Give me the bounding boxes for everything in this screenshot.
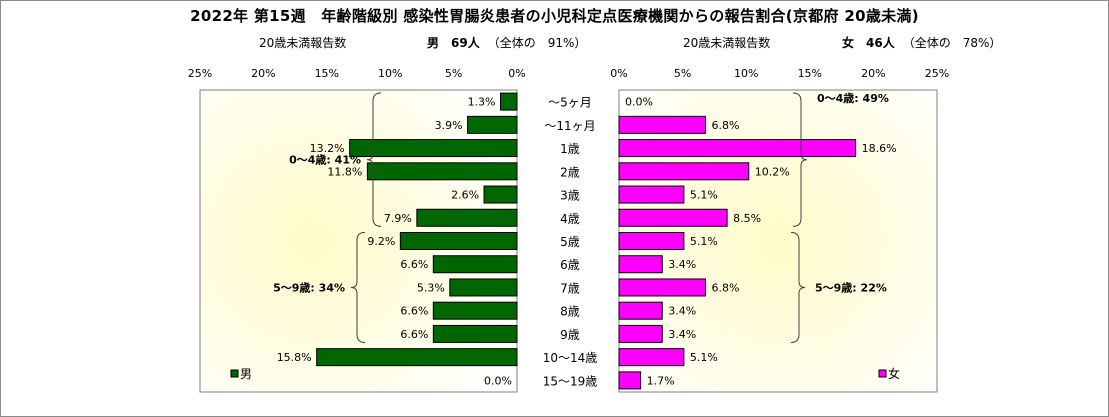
female-legend-label: 女 (888, 366, 900, 381)
age-category-label: 2歳 (560, 165, 580, 179)
right-axis-tick: 10% (734, 67, 758, 80)
age-category-label: 8歳 (560, 305, 580, 319)
right-axis-tick: 0% (610, 67, 627, 80)
female-value-label: 5.1% (690, 235, 718, 248)
left-axis-tick: 5% (445, 67, 462, 80)
left-axis-tick: 25% (188, 67, 212, 80)
female-count-label: 20歳未満報告数 (683, 36, 771, 50)
female-bar (618, 208, 728, 227)
male-value-label: 3.9% (435, 119, 463, 132)
age-category-label: ～11ヶ月 (544, 119, 595, 133)
female-bar (618, 371, 642, 390)
male-summary: 男 69人 （全体の 91%） (427, 34, 586, 51)
male-bar (449, 278, 518, 297)
female-value-label: 3.4% (668, 305, 696, 318)
female-value-label: 5.1% (690, 189, 718, 202)
male-bar (349, 139, 518, 158)
female-value-label: 6.8% (711, 281, 739, 294)
male-bar (467, 115, 518, 134)
female-value-label: 0.0% (625, 96, 653, 109)
age-category-label: 1歳 (560, 142, 580, 156)
male-value-label: 2.6% (451, 189, 479, 202)
female-group-label: 5～9歳: 22% (815, 280, 887, 294)
male-group-bracket (350, 231, 366, 344)
female-value-label: 8.5% (733, 212, 761, 225)
male-bar (399, 232, 518, 250)
male-value-label: 7.9% (384, 212, 412, 225)
left-axis-tick: 20% (251, 67, 275, 80)
female-value-label: 10.2% (755, 165, 790, 178)
female-bar (618, 162, 750, 181)
male-value-label: 6.6% (400, 305, 428, 318)
male-legend-label: 男 (240, 367, 252, 381)
right-axis-tick: 5% (674, 67, 691, 80)
male-group-label: 5～9歳: 34% (273, 280, 345, 294)
age-category-label: ～5ヶ月 (548, 96, 592, 110)
age-category-label: 6歳 (560, 258, 580, 272)
male-value-label: 0.0% (484, 374, 512, 387)
female-bar (618, 115, 706, 134)
male-value-label: 6.6% (400, 258, 428, 271)
female-bar (618, 324, 663, 343)
female-group-bracket (790, 231, 806, 344)
female-bar (618, 348, 685, 367)
female-value-label: 1.7% (647, 374, 675, 387)
male-value-label: 15.8% (277, 351, 312, 364)
right-axis-tick: 15% (798, 67, 822, 80)
left-axis-tick: 15% (315, 67, 339, 80)
female-summary: 女 46人 （全体の 78%） (842, 34, 1001, 51)
male-bar (483, 185, 518, 204)
female-value-label: 3.4% (668, 328, 696, 341)
female-bar (618, 139, 857, 158)
male-bar (416, 208, 518, 227)
male-bar (366, 162, 518, 181)
female-bar (618, 278, 706, 297)
female-value-label: 6.8% (711, 119, 739, 132)
male-value-label: 6.6% (400, 328, 428, 341)
male-bar (432, 324, 518, 343)
right-axis-tick: 25% (925, 67, 949, 80)
chart-title: 2022年 第15週 年齢階級別 感染性胃腸炎患者の小児科定点医療機関からの報告… (190, 7, 919, 25)
left-axis-tick: 0% (508, 67, 525, 80)
female-value-label: 5.1% (690, 351, 718, 364)
male-group-label: 0～4歳: 41% (289, 153, 361, 167)
female-group-bracket (792, 92, 808, 227)
male-value-label: 1.3% (468, 96, 496, 109)
male-bar (500, 92, 518, 111)
female-value-label: 3.4% (668, 258, 696, 271)
male-bar (316, 348, 518, 367)
age-category-label: 9歳 (560, 328, 580, 342)
age-category-label: 10～14歳 (543, 351, 598, 365)
age-category-label: 5歳 (560, 235, 580, 249)
male-bar (432, 255, 518, 274)
female-value-label: 18.6% (862, 142, 897, 155)
male-value-label: 5.3% (417, 281, 445, 294)
female-bar (618, 232, 685, 250)
female-bar (618, 301, 663, 320)
age-category-label: 15～19歳 (543, 374, 598, 388)
female-bar (618, 185, 685, 204)
age-category-label: 4歳 (560, 212, 580, 226)
male-value-label: 13.2% (310, 142, 345, 155)
age-category-label: 3歳 (560, 189, 580, 203)
right-axis-tick: 20% (861, 67, 885, 80)
age-category-label: 7歳 (560, 281, 580, 295)
male-bar (432, 301, 518, 320)
male-summary-text: 男 69人 (427, 36, 480, 50)
male-value-label: 11.8% (327, 165, 362, 178)
female-group-label: 0～4歳: 49% (817, 91, 889, 105)
male-count-label: 20歳未満報告数 (259, 36, 347, 50)
female-summary-text: 女 46人 (842, 36, 895, 50)
male-value-label: 9.2% (367, 235, 395, 248)
female-share: （全体の 78%） (902, 36, 1002, 50)
female-bar (618, 255, 663, 274)
left-axis-tick: 10% (378, 67, 402, 80)
male-share: （全体の 91%） (487, 36, 587, 50)
male-legend-swatch (230, 369, 239, 378)
female-legend-swatch (878, 369, 887, 378)
male-group-bracket (366, 92, 382, 227)
